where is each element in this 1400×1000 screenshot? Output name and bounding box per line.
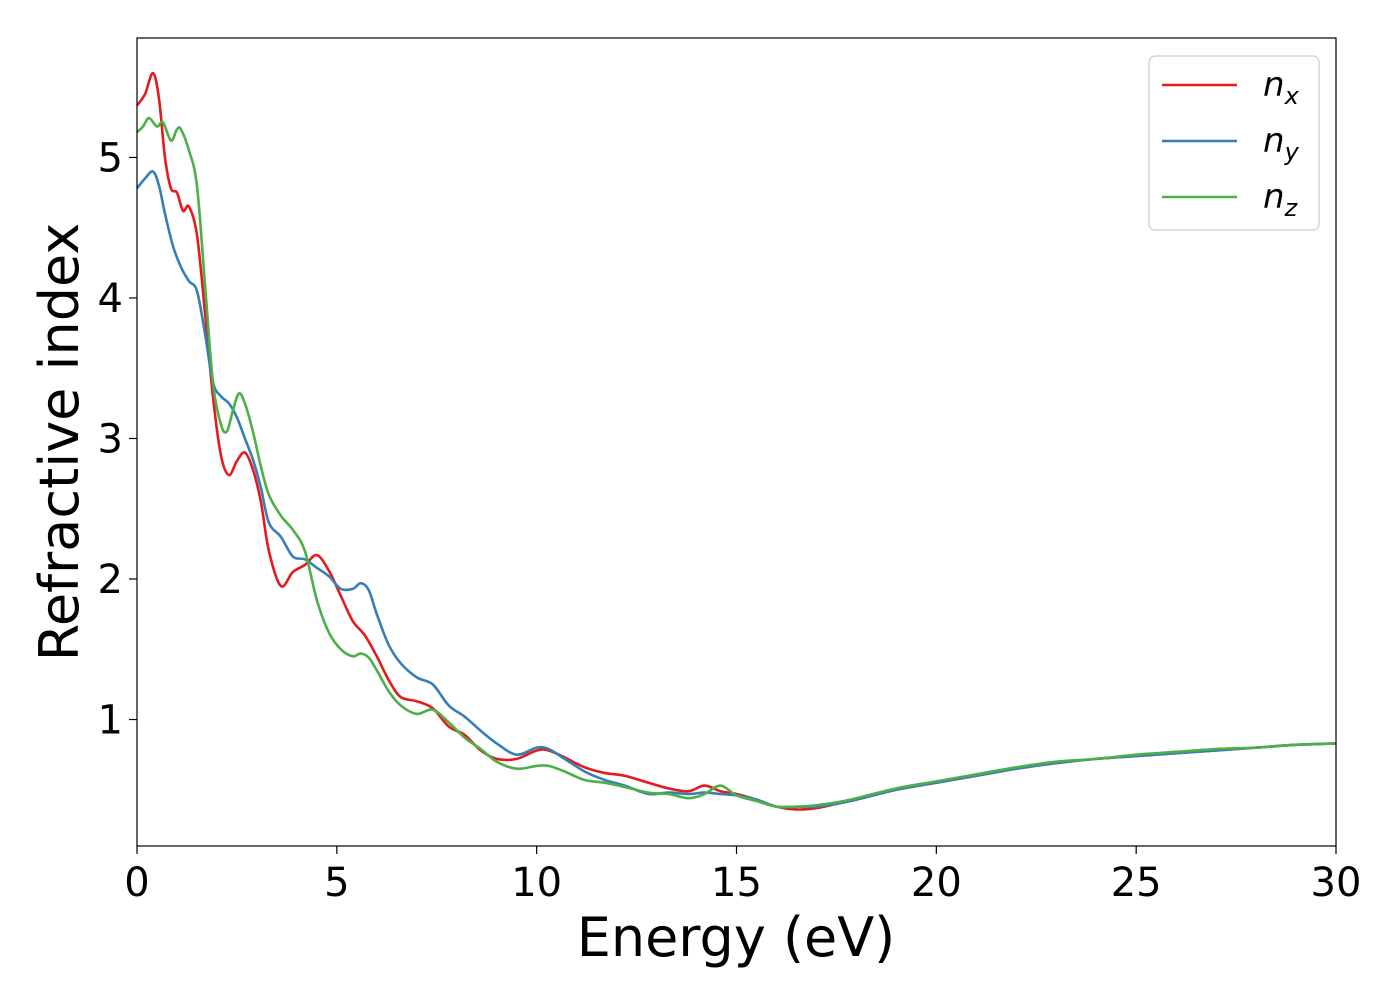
x-tick-label: 20: [911, 860, 962, 906]
y-axis-ticks: 1 2 3 4 5: [98, 135, 137, 744]
legend-label-x: nx: [1263, 65, 1300, 110]
y-axis-title: Refractive index: [28, 223, 91, 662]
x-tick-label: 10: [511, 860, 562, 906]
legend: nx ny nz: [1148, 55, 1320, 231]
y-tick-label: 5: [98, 135, 123, 181]
series-line-y: [135, 170, 1337, 809]
y-tick-label: 1: [98, 698, 123, 744]
legend-label-y: ny: [1263, 121, 1300, 166]
x-tick-label: 25: [1111, 860, 1162, 906]
x-tick-label: 5: [324, 860, 349, 906]
x-axis-ticks: 0 5 10 15 20 25 30: [124, 846, 1361, 906]
legend-label-z: nz: [1263, 177, 1299, 222]
y-tick-label: 4: [98, 276, 123, 322]
legend-box: [1148, 55, 1320, 231]
y-tick-label: 3: [98, 416, 123, 462]
y-tick-label: 2: [98, 557, 123, 603]
series-line-z: [136, 116, 1337, 809]
x-tick-label: 0: [124, 860, 149, 906]
series-layer: [135, 71, 1337, 811]
x-tick-label: 15: [711, 860, 762, 906]
x-axis-title: Energy (eV): [577, 906, 896, 969]
x-tick-label: 30: [1311, 860, 1362, 906]
